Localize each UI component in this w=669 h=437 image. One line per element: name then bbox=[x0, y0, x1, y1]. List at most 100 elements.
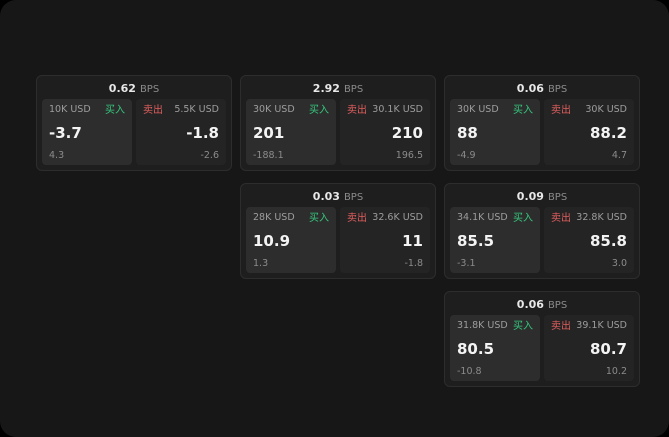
bps-unit-label: BPS bbox=[547, 192, 568, 203]
sell-panel[interactable]: 卖出 32.8K USD 85.8 3.0 bbox=[544, 207, 634, 273]
bps-value: 0.09 bbox=[516, 190, 544, 203]
buy-label[interactable]: 买入 bbox=[309, 213, 329, 224]
buy-delta: 4.3 bbox=[49, 149, 65, 161]
buy-label[interactable]: 买入 bbox=[309, 105, 329, 116]
quote-card-4: 0.03 BPS 28K USD 买入 10.9 1.3 卖出 32.6K US… bbox=[240, 183, 436, 279]
sell-amount: 5.5K USD bbox=[174, 104, 219, 116]
buy-label[interactable]: 买入 bbox=[513, 105, 533, 116]
sell-price: 80.7 bbox=[589, 339, 627, 358]
sell-delta: -1.8 bbox=[404, 257, 423, 269]
sell-price: 85.8 bbox=[589, 231, 627, 250]
buy-panel[interactable]: 30K USD 买入 88 -4.9 bbox=[450, 99, 540, 165]
sell-price: 88.2 bbox=[589, 123, 627, 142]
sell-panel-top: 卖出 30K USD bbox=[551, 104, 627, 116]
sell-price: 11 bbox=[402, 231, 423, 250]
buy-price: 10.9 bbox=[253, 231, 291, 250]
bps-unit-label: BPS bbox=[139, 84, 160, 95]
buy-panel[interactable]: 28K USD 买入 10.9 1.3 bbox=[246, 207, 336, 273]
quote-body: 10K USD 买入 -3.7 4.3 卖出 5.5K USD -1.8 -2.… bbox=[42, 99, 226, 165]
bps-value: 0.06 bbox=[516, 82, 544, 95]
buy-label[interactable]: 买入 bbox=[513, 321, 533, 332]
buy-price: 201 bbox=[253, 123, 285, 142]
buy-panel-top: 30K USD 买入 bbox=[457, 104, 533, 116]
sell-label[interactable]: 卖出 bbox=[347, 213, 367, 224]
buy-delta: 1.3 bbox=[253, 257, 269, 269]
sell-amount: 30K USD bbox=[585, 104, 627, 116]
sell-price: 210 bbox=[391, 123, 423, 142]
sell-delta: 196.5 bbox=[395, 149, 423, 161]
sell-delta: -2.6 bbox=[200, 149, 219, 161]
quote-card-1: 0.62 BPS 10K USD 买入 -3.7 4.3 卖出 5.5K USD bbox=[36, 75, 232, 171]
bps-unit-label: BPS bbox=[547, 84, 568, 95]
sell-panel[interactable]: 卖出 30.1K USD 210 196.5 bbox=[340, 99, 430, 165]
buy-panel[interactable]: 34.1K USD 买入 85.5 -3.1 bbox=[450, 207, 540, 273]
sell-label[interactable]: 卖出 bbox=[551, 321, 571, 332]
buy-delta: -188.1 bbox=[253, 149, 284, 161]
bps-header: 0.62 BPS bbox=[42, 80, 226, 99]
sell-label[interactable]: 卖出 bbox=[143, 105, 163, 116]
buy-price: 85.5 bbox=[457, 231, 495, 250]
bps-value: 0.62 bbox=[108, 82, 136, 95]
sell-panel[interactable]: 卖出 39.1K USD 80.7 10.2 bbox=[544, 315, 634, 381]
quote-card-2: 2.92 BPS 30K USD 买入 201 -188.1 卖出 30.1K … bbox=[240, 75, 436, 171]
bps-header: 0.03 BPS bbox=[246, 188, 430, 207]
sell-panel[interactable]: 卖出 5.5K USD -1.8 -2.6 bbox=[136, 99, 226, 165]
quote-body: 34.1K USD 买入 85.5 -3.1 卖出 32.8K USD 85.8… bbox=[450, 207, 634, 273]
sell-amount: 32.8K USD bbox=[576, 212, 627, 224]
buy-panel[interactable]: 31.8K USD 买入 80.5 -10.8 bbox=[450, 315, 540, 381]
bps-value: 2.92 bbox=[312, 82, 340, 95]
quote-card-6: 0.06 BPS 31.8K USD 买入 80.5 -10.8 卖出 39.1… bbox=[444, 291, 640, 387]
bps-header: 0.09 BPS bbox=[450, 188, 634, 207]
sell-price: -1.8 bbox=[186, 123, 219, 142]
bps-header: 0.06 BPS bbox=[450, 296, 634, 315]
sell-panel-top: 卖出 39.1K USD bbox=[551, 320, 627, 332]
bps-unit-label: BPS bbox=[343, 84, 364, 95]
sell-label[interactable]: 卖出 bbox=[347, 105, 367, 116]
bps-unit-label: BPS bbox=[547, 300, 568, 311]
buy-delta: -10.8 bbox=[457, 365, 482, 377]
buy-panel-top: 28K USD 买入 bbox=[253, 212, 329, 224]
buy-panel[interactable]: 10K USD 买入 -3.7 4.3 bbox=[42, 99, 132, 165]
buy-label[interactable]: 买入 bbox=[105, 105, 125, 116]
buy-amount: 34.1K USD bbox=[457, 212, 508, 224]
quote-card-3: 0.06 BPS 30K USD 买入 88 -4.9 卖出 30K USD bbox=[444, 75, 640, 171]
sell-label[interactable]: 卖出 bbox=[551, 105, 571, 116]
buy-price: 80.5 bbox=[457, 339, 495, 358]
bps-unit-label: BPS bbox=[343, 192, 364, 203]
quote-body: 30K USD 买入 88 -4.9 卖出 30K USD 88.2 4.7 bbox=[450, 99, 634, 165]
buy-delta: -3.1 bbox=[457, 257, 476, 269]
sell-panel-top: 卖出 32.6K USD bbox=[347, 212, 423, 224]
sell-panel-top: 卖出 32.8K USD bbox=[551, 212, 627, 224]
buy-price: 88 bbox=[457, 123, 478, 142]
buy-delta: -4.9 bbox=[457, 149, 476, 161]
buy-amount: 30K USD bbox=[253, 104, 295, 116]
sell-amount: 30.1K USD bbox=[372, 104, 423, 116]
quote-cards-grid: 0.62 BPS 10K USD 买入 -3.7 4.3 卖出 5.5K USD bbox=[36, 75, 640, 387]
sell-panel[interactable]: 卖出 30K USD 88.2 4.7 bbox=[544, 99, 634, 165]
sell-panel-top: 卖出 5.5K USD bbox=[143, 104, 219, 116]
buy-price: -3.7 bbox=[49, 123, 82, 142]
quote-body: 30K USD 买入 201 -188.1 卖出 30.1K USD 210 1… bbox=[246, 99, 430, 165]
buy-amount: 10K USD bbox=[49, 104, 91, 116]
sell-delta: 3.0 bbox=[611, 257, 627, 269]
bps-value: 0.03 bbox=[312, 190, 340, 203]
sell-panel[interactable]: 卖出 32.6K USD 11 -1.8 bbox=[340, 207, 430, 273]
sell-delta: 4.7 bbox=[611, 149, 627, 161]
buy-panel-top: 10K USD 买入 bbox=[49, 104, 125, 116]
quote-body: 28K USD 买入 10.9 1.3 卖出 32.6K USD 11 -1.8 bbox=[246, 207, 430, 273]
sell-label[interactable]: 卖出 bbox=[551, 213, 571, 224]
quote-body: 31.8K USD 买入 80.5 -10.8 卖出 39.1K USD 80.… bbox=[450, 315, 634, 381]
sell-delta: 10.2 bbox=[605, 365, 627, 377]
bps-value: 0.06 bbox=[516, 298, 544, 311]
buy-panel-top: 31.8K USD 买入 bbox=[457, 320, 533, 332]
bps-header: 2.92 BPS bbox=[246, 80, 430, 99]
sell-amount: 32.6K USD bbox=[372, 212, 423, 224]
sell-amount: 39.1K USD bbox=[576, 320, 627, 332]
buy-panel[interactable]: 30K USD 买入 201 -188.1 bbox=[246, 99, 336, 165]
buy-label[interactable]: 买入 bbox=[513, 213, 533, 224]
buy-panel-top: 34.1K USD 买入 bbox=[457, 212, 533, 224]
bps-header: 0.06 BPS bbox=[450, 80, 634, 99]
buy-panel-top: 30K USD 买入 bbox=[253, 104, 329, 116]
buy-amount: 31.8K USD bbox=[457, 320, 508, 332]
